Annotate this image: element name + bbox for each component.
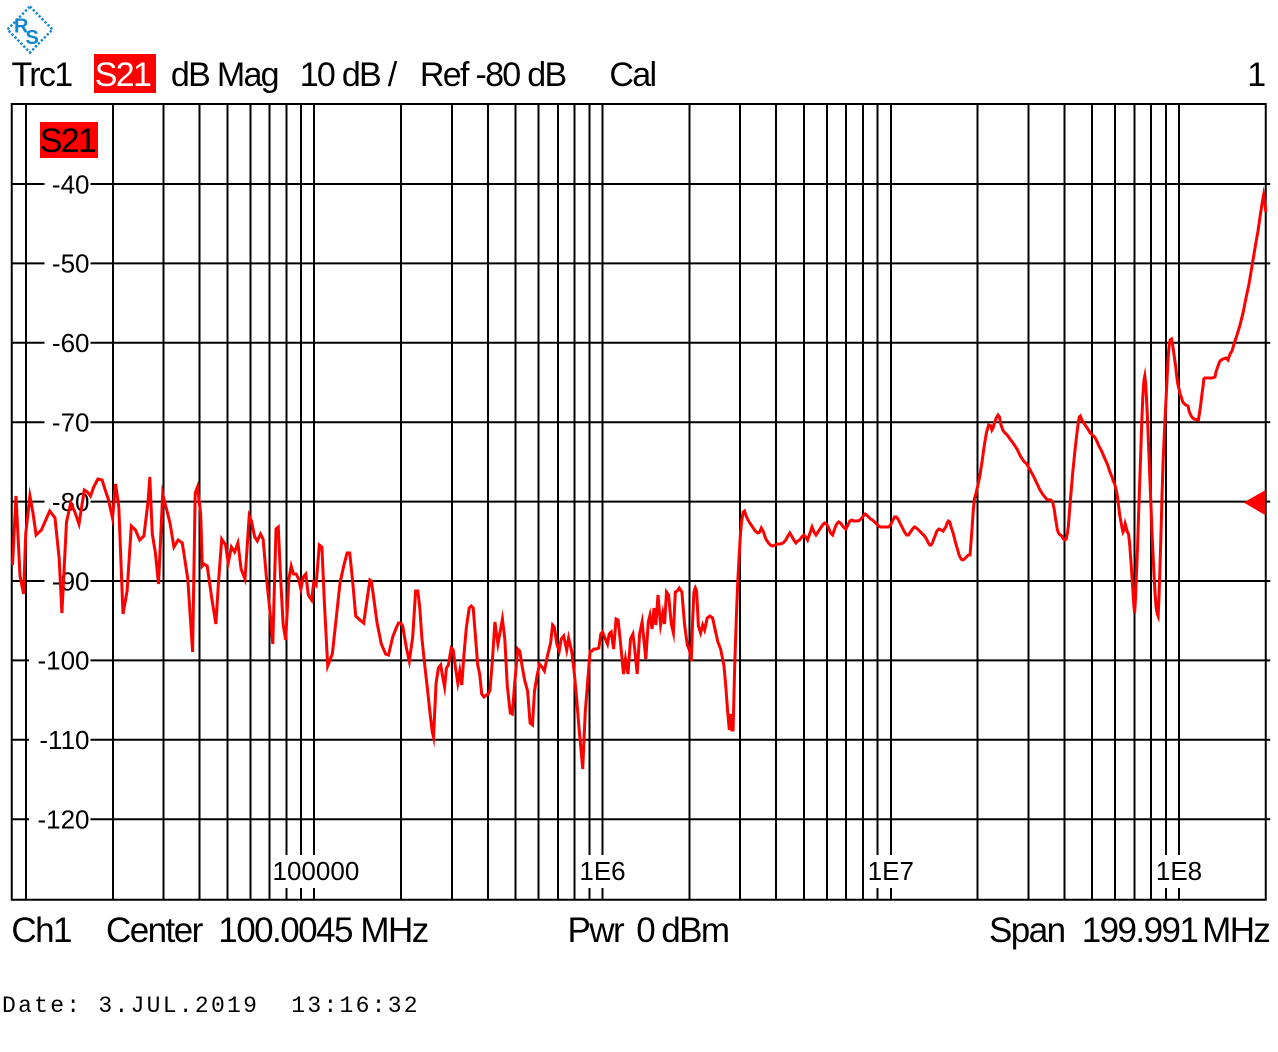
svg-text:1E7: 1E7	[868, 856, 914, 886]
svg-text:Date: 3.JUL.2019 13:16:32: Date: 3.JUL.2019 13:16:32	[2, 993, 420, 1019]
svg-text:Pwr: Pwr	[568, 911, 626, 950]
svg-text:-120: -120	[37, 805, 89, 835]
svg-text:199.991: 199.991	[1082, 911, 1198, 950]
svg-text:Span: Span	[989, 911, 1065, 950]
svg-text:Ref -80 dB: Ref -80 dB	[420, 56, 566, 94]
svg-text:MHz: MHz	[1202, 911, 1269, 950]
svg-text:-100: -100	[37, 646, 89, 676]
svg-text:Trc1: Trc1	[12, 56, 73, 94]
svg-text:Ch1: Ch1	[11, 911, 71, 950]
svg-text:dBm: dBm	[661, 911, 728, 950]
svg-text:Cal: Cal	[609, 56, 655, 94]
svg-text:Center: Center	[106, 911, 204, 950]
svg-text:-110: -110	[39, 725, 89, 755]
svg-text:dB Mag: dB Mag	[171, 56, 278, 94]
svg-text:S21: S21	[95, 56, 151, 94]
svg-text:10 dB /: 10 dB /	[300, 56, 398, 94]
svg-text:S21: S21	[40, 122, 96, 160]
svg-text:1: 1	[1247, 56, 1265, 94]
svg-text:100.0045: 100.0045	[218, 911, 352, 950]
svg-text:S: S	[26, 27, 39, 49]
svg-text:-70: -70	[52, 408, 90, 438]
svg-text:1E6: 1E6	[579, 856, 625, 886]
svg-text:-50: -50	[52, 249, 90, 279]
svg-text:MHz: MHz	[360, 911, 427, 950]
svg-text:100000: 100000	[273, 856, 360, 886]
svg-text:-60: -60	[52, 328, 90, 358]
svg-text:0: 0	[636, 911, 655, 950]
svg-text:R: R	[14, 16, 29, 38]
svg-text:-40: -40	[52, 169, 90, 199]
svg-text:1E8: 1E8	[1156, 856, 1202, 886]
svg-text:-90: -90	[52, 566, 90, 596]
